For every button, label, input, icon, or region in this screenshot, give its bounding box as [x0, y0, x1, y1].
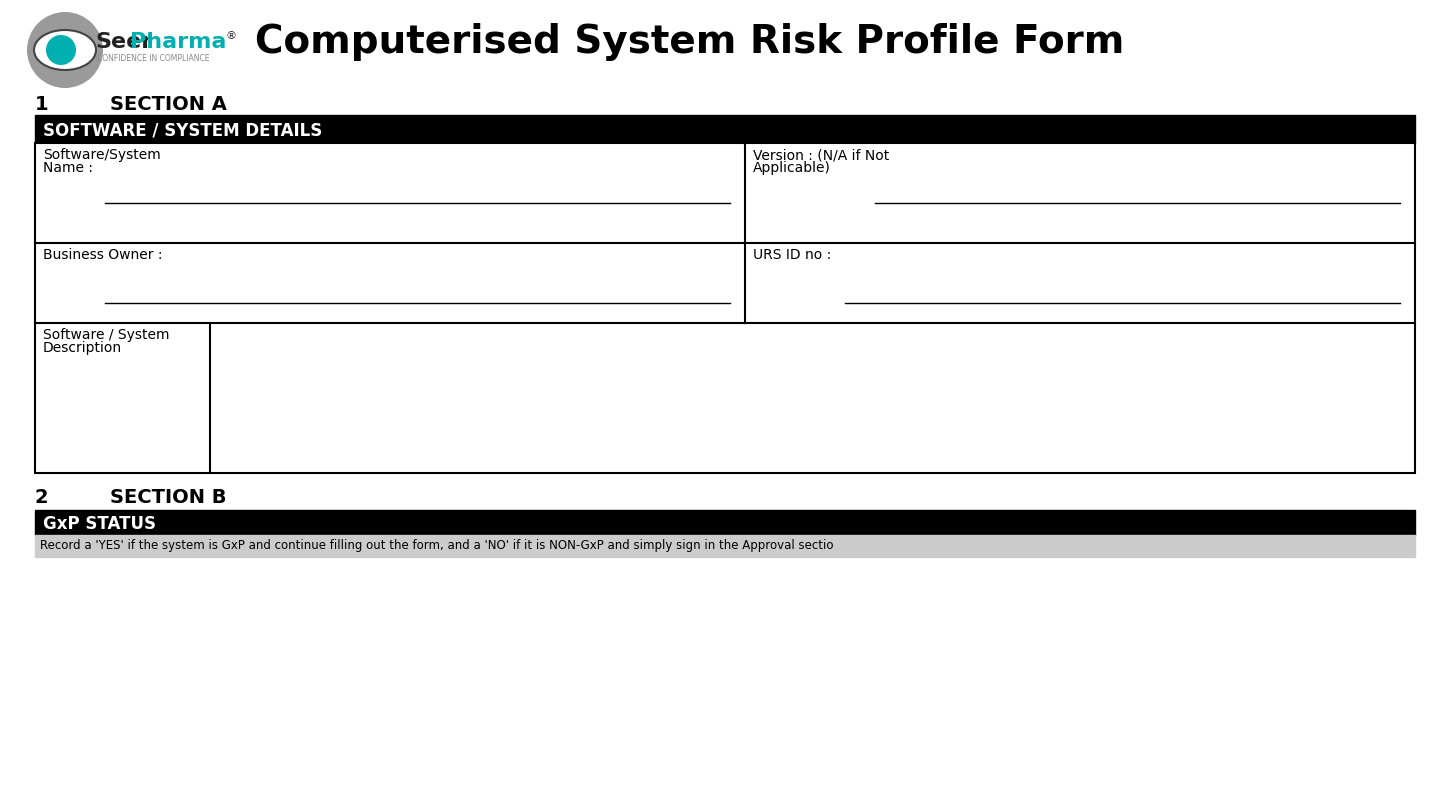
Bar	[35, 510, 1416, 535]
Circle shape	[28, 12, 103, 88]
Text: Software/System: Software/System	[43, 148, 161, 162]
Text: Pharma: Pharma	[130, 32, 226, 52]
Text: 2: 2	[35, 488, 49, 507]
Text: Business Owner :: Business Owner :	[43, 248, 162, 262]
Text: 1: 1	[35, 95, 49, 114]
Bar	[35, 143, 1416, 473]
Text: GxP STATUS: GxP STATUS	[43, 515, 156, 533]
Text: Computerised System Risk Profile Form: Computerised System Risk Profile Form	[255, 23, 1124, 61]
Text: Name :: Name :	[43, 161, 93, 175]
Text: CONFIDENCE IN COMPLIANCE: CONFIDENCE IN COMPLIANCE	[97, 54, 210, 62]
Text: Version : (N/A if Not: Version : (N/A if Not	[753, 148, 890, 162]
Text: Applicable): Applicable)	[753, 161, 830, 175]
Text: Seer: Seer	[96, 32, 152, 52]
Text: URS ID no :: URS ID no :	[753, 248, 832, 262]
Text: Software / System: Software / System	[43, 328, 170, 342]
Circle shape	[46, 35, 75, 65]
Ellipse shape	[33, 30, 96, 70]
Text: Record a 'YES' if the system is GxP and continue filling out the form, and a 'NO: Record a 'YES' if the system is GxP and …	[41, 539, 833, 552]
Text: SECTION A: SECTION A	[110, 95, 227, 114]
Text: SECTION B: SECTION B	[110, 488, 226, 507]
Text: Description: Description	[43, 341, 122, 355]
Bar	[35, 115, 1416, 143]
Text: ®: ®	[226, 31, 238, 41]
Bar	[35, 535, 1416, 557]
Text: SOFTWARE / SYSTEM DETAILS: SOFTWARE / SYSTEM DETAILS	[43, 121, 322, 139]
